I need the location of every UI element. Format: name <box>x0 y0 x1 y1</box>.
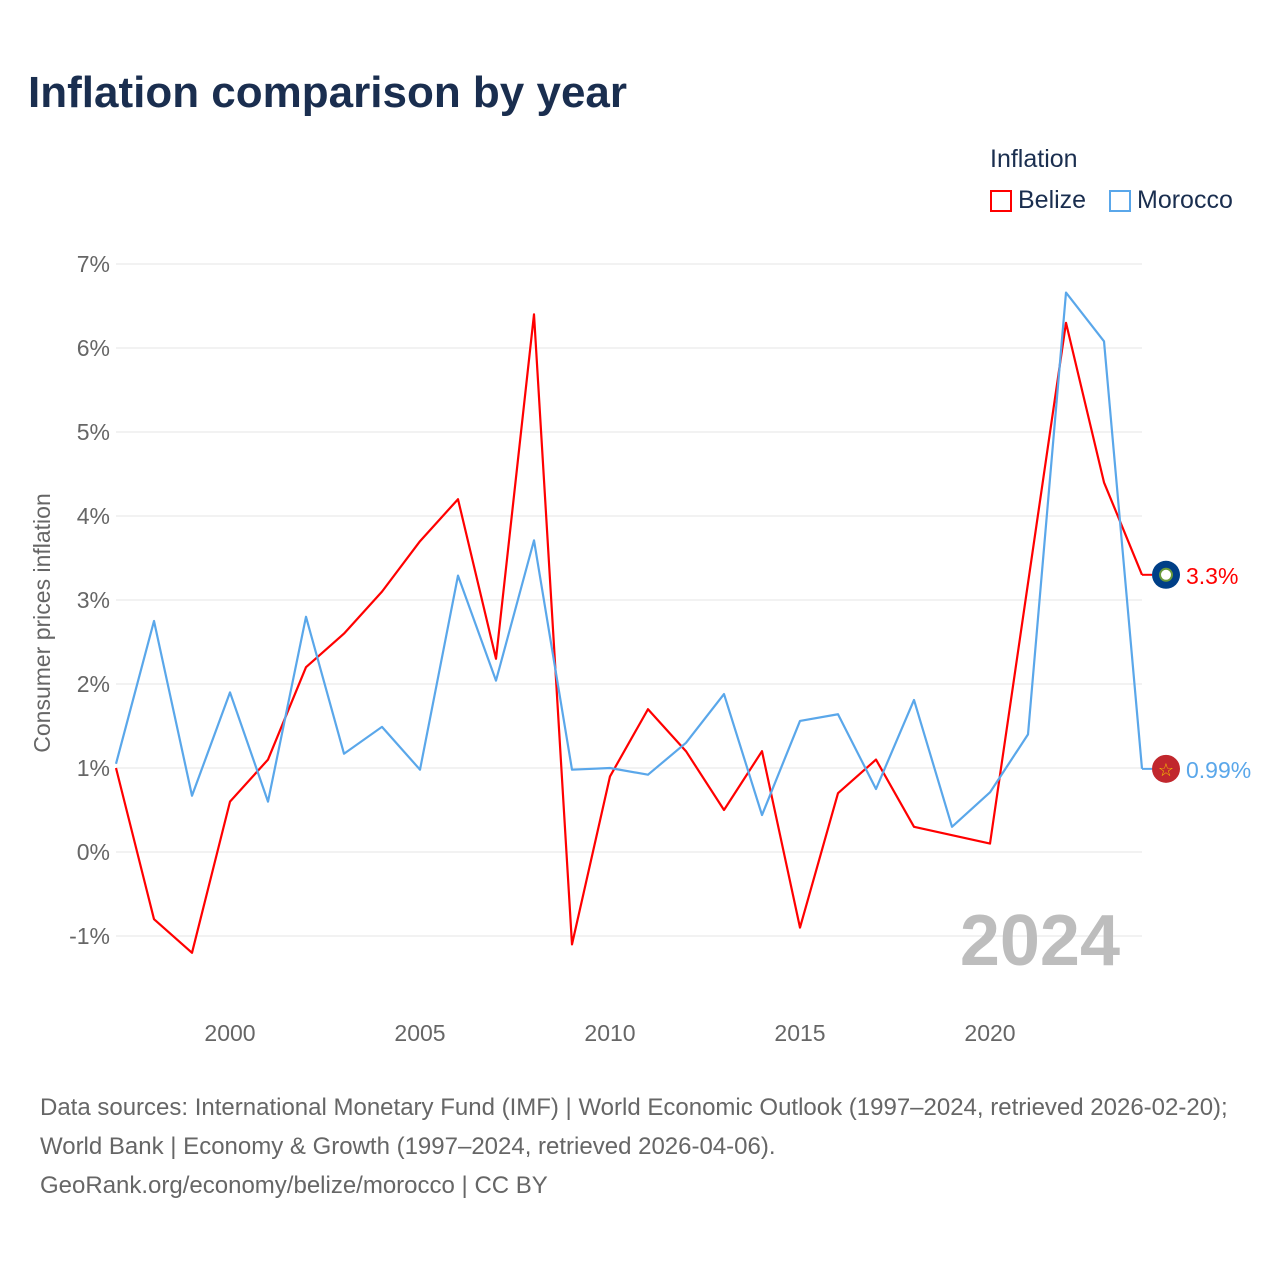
x-tick-label: 2005 <box>394 1020 445 1046</box>
morocco-flag-icon <box>1152 754 1180 783</box>
y-tick-label: 2% <box>77 671 110 697</box>
x-tick-label: 2020 <box>964 1020 1015 1046</box>
x-tick-label: 2000 <box>204 1020 255 1046</box>
credit-link[interactable]: GeoRank.org/economy/belize/morocco | CC … <box>40 1172 548 1199</box>
year-watermark: 2024 <box>960 901 1120 981</box>
legend-item-belize[interactable]: Belize <box>990 186 1086 215</box>
legend-label: Morocco <box>1137 186 1233 214</box>
x-tick-label: 2010 <box>584 1020 635 1046</box>
y-tick-label: 3% <box>77 587 110 613</box>
y-axis-label: Consumer prices inflation <box>29 493 55 753</box>
legend-item-morocco[interactable]: Morocco <box>1109 186 1233 215</box>
data-sources: Data sources: International Monetary Fun… <box>40 1094 1228 1160</box>
chart-title: Inflation comparison by year <box>28 68 628 117</box>
y-tick-label: 6% <box>77 335 110 361</box>
legend-title: Inflation <box>990 145 1078 173</box>
y-tick-label: 5% <box>77 419 110 445</box>
legend-label: Belize <box>1018 186 1087 214</box>
y-tick-label: 0% <box>77 839 110 865</box>
morocco-star-icon: ☆ <box>1158 760 1174 780</box>
series-line-morocco <box>114 291 1144 828</box>
legend-swatch-belize <box>990 189 1012 212</box>
y-tick-label: -1% <box>69 923 110 949</box>
footer: Data sources: International Monetary Fun… <box>40 1088 1250 1205</box>
end-value-label: 0.99% <box>1186 757 1251 783</box>
y-tick-label: 7% <box>77 251 110 277</box>
legend-swatch-morocco <box>1109 189 1131 212</box>
belize-flag-emblem <box>1159 567 1173 582</box>
end-value-label: 3.3% <box>1186 563 1238 589</box>
x-tick-label: 2015 <box>774 1020 825 1046</box>
series-line-belize <box>114 313 1144 954</box>
y-tick-label: 4% <box>77 503 110 529</box>
y-tick-label: 1% <box>77 755 110 781</box>
